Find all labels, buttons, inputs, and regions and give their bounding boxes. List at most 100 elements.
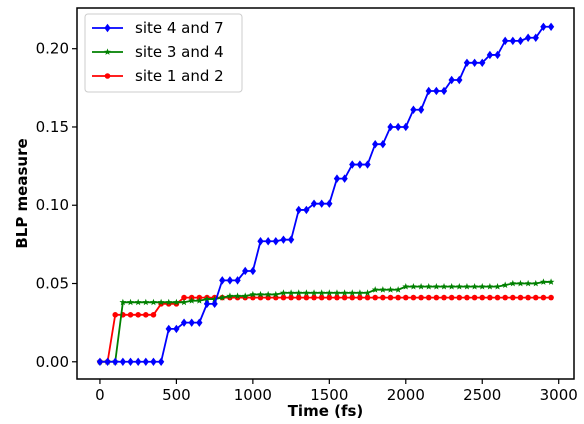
y-tick-label: 0.15 <box>36 118 69 136</box>
data-point-site-4-and-7 <box>456 75 463 85</box>
legend-entry-site-3-and-4: site 3 and 4 <box>92 43 224 61</box>
x-tick-label: 0 <box>95 386 105 404</box>
data-point-site-1-and-2 <box>425 294 432 301</box>
data-point-site-4-and-7 <box>502 36 509 46</box>
data-point-site-4-and-7 <box>509 36 516 46</box>
data-point-site-3-and-4 <box>517 279 524 287</box>
data-point-site-4-and-7 <box>333 174 341 183</box>
data-point-site-4-and-7 <box>440 86 448 96</box>
y-axis-title: BLP measure <box>13 138 31 248</box>
x-axis-title: Time (fs) <box>288 402 364 420</box>
data-point-site-3-and-4 <box>172 298 180 306</box>
data-point-site-1-and-2 <box>288 294 294 301</box>
data-point-site-4-and-7 <box>326 199 333 208</box>
legend-entry-site-4-and-7: site 4 and 7 <box>92 19 224 37</box>
data-point-site-3-and-4 <box>188 297 196 304</box>
legend-swatch-marker <box>104 48 111 55</box>
data-point-site-3-and-4 <box>241 292 249 299</box>
x-axis: 0 500 1000 1500 2000 2500 3000 <box>95 379 578 404</box>
data-point-site-4-and-7 <box>265 237 272 246</box>
data-point-site-1-and-2 <box>326 294 333 301</box>
data-point-site-3-and-4 <box>379 286 387 293</box>
data-point-site-3-and-4 <box>478 283 486 290</box>
y-tick-label: 0.05 <box>36 275 69 293</box>
legend-label: site 4 and 7 <box>135 19 224 37</box>
legend-label: site 3 and 4 <box>135 43 224 61</box>
data-point-site-3-and-4 <box>455 283 463 290</box>
data-point-site-4-and-7 <box>494 50 501 60</box>
data-point-site-1-and-2 <box>448 294 455 301</box>
data-point-site-1-and-2 <box>150 312 157 318</box>
data-point-site-4-and-7 <box>524 33 532 42</box>
data-point-site-3-and-4 <box>494 283 501 290</box>
y-tick-label: 0.20 <box>36 40 69 58</box>
data-point-site-1-and-2 <box>494 294 501 301</box>
series-site-3-and-4 <box>96 278 555 365</box>
data-point-site-1-and-2 <box>349 294 356 301</box>
data-point-site-1-and-2 <box>334 294 340 301</box>
data-point-site-3-and-4 <box>211 295 219 303</box>
data-point-site-4-and-7 <box>249 266 257 276</box>
data-point-site-4-and-7 <box>157 357 165 366</box>
data-point-site-1-and-2 <box>181 294 187 301</box>
legend-label: site 1 and 2 <box>135 67 224 85</box>
data-point-site-3-and-4 <box>341 289 349 296</box>
data-point-site-3-and-4 <box>165 298 173 306</box>
data-point-site-4-and-7 <box>219 276 226 285</box>
data-point-site-4-and-7 <box>196 318 203 327</box>
x-tick-label: 500 <box>162 386 191 404</box>
data-point-site-1-and-2 <box>479 294 486 301</box>
data-point-site-3-and-4 <box>501 281 509 288</box>
data-point-site-1-and-2 <box>548 294 554 301</box>
legend-swatch-marker <box>104 23 111 33</box>
data-point-site-4-and-7 <box>318 199 325 208</box>
data-point-site-1-and-2 <box>540 294 547 301</box>
data-point-site-1-and-2 <box>387 294 394 301</box>
x-tick-label: 2000 <box>387 386 425 404</box>
data-point-site-1-and-2 <box>311 294 317 301</box>
data-point-site-3-and-4 <box>432 283 440 290</box>
x-tick-label: 3000 <box>540 386 578 404</box>
data-point-site-3-and-4 <box>127 298 134 306</box>
data-point-site-1-and-2 <box>372 294 379 301</box>
data-point-site-3-and-4 <box>410 283 417 290</box>
data-point-site-3-and-4 <box>157 298 165 306</box>
data-point-site-3-and-4 <box>463 283 471 290</box>
data-point-site-1-and-2 <box>502 294 508 301</box>
data-point-site-4-and-7 <box>379 139 386 149</box>
data-point-site-1-and-2 <box>380 294 386 301</box>
data-point-site-4-and-7 <box>280 235 287 244</box>
legend-box <box>84 13 243 93</box>
data-point-site-4-and-7 <box>180 318 188 327</box>
data-point-site-4-and-7 <box>96 357 104 366</box>
data-point-site-4-and-7 <box>433 86 440 96</box>
data-point-site-1-and-2 <box>364 294 371 301</box>
data-point-site-3-and-4 <box>387 286 394 293</box>
data-point-site-3-and-4 <box>310 289 318 296</box>
data-point-site-4-and-7 <box>486 50 494 60</box>
data-point-site-1-and-2 <box>318 294 325 301</box>
data-point-site-1-and-2 <box>357 294 363 301</box>
data-point-site-3-and-4 <box>364 289 371 296</box>
data-point-site-1-and-2 <box>456 294 463 301</box>
data-point-site-1-and-2 <box>295 294 302 301</box>
data-point-site-4-and-7 <box>410 105 417 114</box>
data-point-site-1-and-2 <box>303 294 310 301</box>
data-point-site-3-and-4 <box>119 298 127 306</box>
data-point-site-1-and-2 <box>471 294 478 301</box>
data-point-site-4-and-7 <box>104 357 111 366</box>
data-point-site-4-and-7 <box>349 160 356 169</box>
data-point-site-3-and-4 <box>280 289 287 296</box>
data-point-site-3-and-4 <box>226 292 234 299</box>
data-point-site-1-and-2 <box>487 294 493 301</box>
data-point-site-3-and-4 <box>394 286 402 293</box>
data-point-site-1-and-2 <box>395 294 401 301</box>
data-point-site-4-and-7 <box>463 58 471 67</box>
data-point-site-4-and-7 <box>402 122 409 132</box>
data-point-site-4-and-7 <box>226 276 234 285</box>
data-point-site-4-and-7 <box>448 75 455 85</box>
data-point-site-1-and-2 <box>441 294 447 301</box>
data-point-site-3-and-4 <box>348 289 356 296</box>
x-tick-label: 2500 <box>463 386 501 404</box>
data-point-site-4-and-7 <box>341 174 348 183</box>
